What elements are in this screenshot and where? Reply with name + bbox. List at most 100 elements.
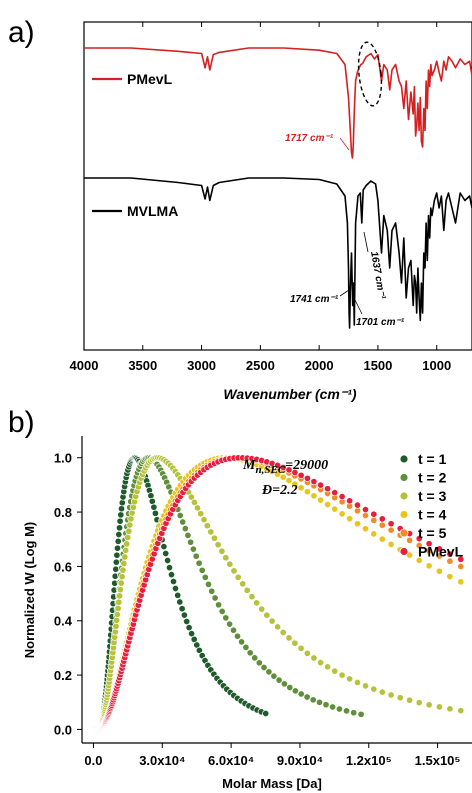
sec-data-point <box>435 545 443 553</box>
sec-data-point <box>248 593 256 601</box>
sec-data-point <box>123 540 131 548</box>
sec-data-point <box>353 678 362 687</box>
ftir-peak-annotation: 1717 cm⁻¹ <box>285 133 334 144</box>
sec-data-point <box>116 586 124 594</box>
ftir-x-tick-label: 3500 <box>128 358 157 373</box>
mn-symbol: M <box>242 458 256 473</box>
sec-data-point <box>218 607 226 615</box>
sec-data-point <box>317 496 325 504</box>
sec-data-point <box>350 709 358 717</box>
sec-data-point <box>310 654 318 662</box>
sec-data-point <box>285 634 293 642</box>
sec-data-point <box>274 623 282 631</box>
sec-data-point <box>279 473 287 481</box>
sec-data-point <box>425 562 433 570</box>
sec-data-point <box>167 571 176 579</box>
sec-data-point <box>415 541 423 550</box>
sec-data-point <box>203 522 211 530</box>
sec-data-point <box>113 616 121 624</box>
sec-data-point <box>210 534 218 542</box>
sec-data-point <box>239 580 247 588</box>
ftir-traces <box>84 47 472 329</box>
sec-data-point <box>197 510 205 518</box>
sec-data-point <box>331 667 339 675</box>
sec-data-point <box>446 705 454 713</box>
sec-data-point <box>315 698 324 706</box>
sec-data-point <box>446 550 454 558</box>
sec-data-point <box>297 644 305 652</box>
sec-data-point <box>215 601 223 609</box>
sec-data-point <box>120 559 128 568</box>
sec-data-point <box>457 707 465 715</box>
sec-data-point <box>214 541 222 549</box>
sec-data-point <box>171 584 180 593</box>
sec-data-point <box>370 530 378 538</box>
ftir-x-tick-label: 2000 <box>305 358 334 373</box>
ftir-legend: PMevL MVLMA <box>92 71 178 219</box>
sec-y-tick-label: 0.8 <box>54 505 72 520</box>
sec-data-point <box>361 506 370 514</box>
sec-x-tick-label: 1.5x10⁵ <box>415 753 461 768</box>
sec-data-point <box>207 528 215 536</box>
sec-data-point <box>218 547 226 555</box>
sec-data-point <box>425 540 433 548</box>
sec-data-point <box>280 680 288 688</box>
sec-data-point <box>353 501 362 509</box>
sec-data-point <box>117 505 126 513</box>
sec-data-point <box>222 614 230 622</box>
sec-data-point <box>201 573 209 581</box>
sec-data-point <box>183 617 191 626</box>
sec-y-tick-label: 0.4 <box>54 614 73 629</box>
sec-data-point <box>324 663 332 671</box>
sec-data-point <box>198 566 206 574</box>
sec-data-point <box>180 611 188 619</box>
sec-data-point <box>260 663 268 672</box>
sec-data-point <box>126 521 134 529</box>
sec-data-point <box>279 628 287 637</box>
sec-data-point <box>169 577 178 586</box>
sec-data-point <box>114 537 122 545</box>
sec-data-point <box>317 481 325 489</box>
sec-data-point <box>387 520 395 528</box>
ftir-trace-pmevl <box>84 47 472 159</box>
sec-data-point <box>195 559 203 567</box>
sec-data-point <box>361 511 370 520</box>
sec-series <box>92 454 465 733</box>
sec-data-point <box>125 527 133 535</box>
sec-data-point <box>297 471 305 479</box>
sec-data-point <box>322 701 330 709</box>
sec-data-point <box>115 530 123 539</box>
sec-data-point <box>357 710 365 718</box>
sec-data-point <box>187 493 195 501</box>
sec-legend-label: t = 1 <box>418 451 447 467</box>
sec-data-point <box>253 599 261 607</box>
mn-annotation: Mn,SEC=29000 <box>242 458 328 476</box>
sec-data-point <box>128 509 136 517</box>
sec-data-point <box>446 573 454 581</box>
sec-data-point <box>164 556 172 565</box>
sec-data-point <box>112 558 120 566</box>
sec-data-point <box>188 630 196 638</box>
sec-data-point <box>116 517 124 525</box>
sec-data-point <box>242 643 250 651</box>
ftir-x-axis-title: Wavenumber (cm⁻¹) <box>223 386 356 402</box>
sec-y-tick-label: 0.6 <box>54 559 72 574</box>
sec-data-point <box>435 567 443 575</box>
sec-data-point <box>342 707 351 715</box>
sec-data-point <box>160 543 168 551</box>
sec-x-tick-label: 3.0x10⁴ <box>139 753 185 768</box>
sec-data-point <box>275 676 283 684</box>
sec-legend-marker <box>399 510 409 519</box>
mn-value: =29000 <box>285 458 328 473</box>
sec-data-point <box>329 703 337 711</box>
sec-data-point <box>226 620 234 628</box>
sec-data-point <box>189 545 197 553</box>
sec-x-tick-label: 0.0 <box>84 753 102 768</box>
sec-legend-label: t = 4 <box>418 507 447 523</box>
sec-y-tick-label: 0.2 <box>54 668 72 683</box>
sec-data-point <box>378 521 386 529</box>
ftir-annotation-leader <box>363 231 369 253</box>
sec-data-point <box>286 683 294 692</box>
sec-data-point <box>370 685 378 693</box>
